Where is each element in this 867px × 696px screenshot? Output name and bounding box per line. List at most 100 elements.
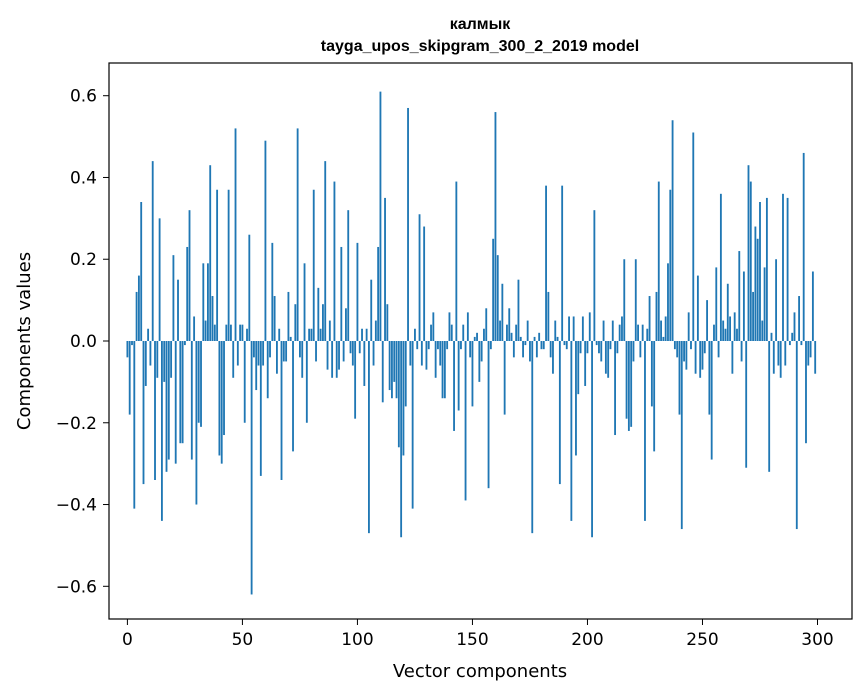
bar-48: [236, 341, 239, 366]
y-tick-label: −0.6: [56, 577, 97, 597]
bar-299: [814, 341, 817, 374]
bar-51: [243, 341, 246, 423]
bar-212: [614, 341, 616, 436]
bar-250: [701, 341, 704, 370]
bar-297: [809, 341, 812, 358]
bar-213: [616, 341, 619, 354]
bar-281: [772, 341, 775, 374]
bar-93: [340, 246, 343, 341]
bar-120: [402, 341, 405, 456]
bar-296: [807, 341, 810, 366]
chart-title-line2: tayga_upos_skipgram_300_2_2019 model: [321, 38, 639, 55]
x-tick-label: 300: [801, 630, 833, 650]
bar-122: [407, 107, 409, 341]
bar-63: [271, 242, 274, 341]
bar-262: [729, 316, 731, 341]
bar-224: [641, 324, 644, 341]
bar-92: [338, 341, 340, 370]
bar-89: [331, 341, 334, 378]
bar-14: [158, 218, 161, 341]
bar-170: [517, 279, 520, 341]
bar-72: [292, 341, 294, 452]
bar-101: [358, 341, 361, 354]
bar-15: [160, 341, 163, 521]
bar-56: [255, 341, 258, 391]
bar-139: [446, 341, 449, 350]
y-tick-label: 0.2: [70, 250, 97, 270]
bar-112: [384, 197, 386, 341]
bar-128: [420, 341, 423, 366]
x-tick-label: 0: [122, 630, 133, 650]
bar-175: [529, 341, 531, 362]
bar-163: [501, 283, 504, 341]
bar-135: [437, 341, 439, 350]
bar-138: [443, 341, 446, 399]
bar-83: [317, 287, 320, 341]
bar-75: [299, 341, 301, 358]
bar-121: [404, 341, 407, 407]
bar-199: [584, 341, 587, 386]
bar-85: [322, 304, 324, 341]
bar-229: [653, 341, 656, 452]
bar-3: [133, 341, 136, 509]
bar-28: [190, 341, 193, 460]
bar-228: [650, 341, 653, 407]
bar-144: [457, 341, 460, 411]
bar-150: [471, 341, 474, 407]
bar-203: [593, 210, 596, 341]
bar-265: [736, 328, 738, 341]
bar-277: [763, 267, 766, 341]
bar-146: [462, 324, 465, 341]
bar-152: [476, 332, 478, 341]
bar-151: [473, 336, 476, 341]
bar-21: [174, 341, 177, 464]
bar-243: [685, 341, 688, 370]
bar-106: [370, 279, 373, 341]
bar-273: [754, 226, 757, 341]
bar-198: [581, 316, 584, 341]
bar-5: [137, 275, 140, 341]
bar-86: [324, 161, 327, 341]
bar-266: [738, 251, 741, 341]
bar-261: [726, 283, 729, 341]
bar-257: [717, 341, 720, 358]
bar-44: [227, 189, 230, 341]
y-tick-label: 0.4: [70, 168, 97, 188]
bar-116: [393, 341, 396, 382]
bar-184: [549, 341, 552, 358]
bar-110: [379, 91, 382, 342]
bar-164: [503, 341, 506, 415]
bar-221: [634, 259, 637, 341]
bar-185: [552, 341, 554, 374]
bar-289: [791, 332, 794, 341]
bar-127: [418, 214, 421, 341]
bar-148: [466, 312, 469, 341]
bar-130: [425, 341, 428, 370]
bar-278: [765, 197, 768, 341]
bar-53: [248, 234, 251, 341]
bar-283: [777, 341, 780, 366]
y-tick-label: −0.4: [56, 496, 97, 516]
bar-165: [506, 324, 508, 341]
bar-125: [414, 328, 416, 341]
plot-frame: [108, 62, 853, 620]
bar-162: [499, 320, 501, 341]
chart-title-line1: калмык: [450, 16, 512, 33]
y-tick-label: −0.2: [56, 414, 97, 434]
bar-109: [377, 246, 380, 341]
bar-9: [147, 328, 150, 341]
bar-35: [206, 263, 209, 341]
bar-186: [554, 320, 557, 341]
bar-271: [749, 181, 752, 341]
bar-293: [800, 341, 803, 346]
bar-36: [209, 165, 212, 341]
bar-97: [349, 341, 352, 354]
bar-284: [779, 341, 782, 378]
bar-31: [197, 341, 200, 423]
bar-226: [646, 328, 649, 341]
bar-276: [761, 320, 764, 341]
bar-76: [301, 341, 304, 378]
bar-177: [533, 336, 536, 341]
bar-16: [163, 341, 166, 382]
